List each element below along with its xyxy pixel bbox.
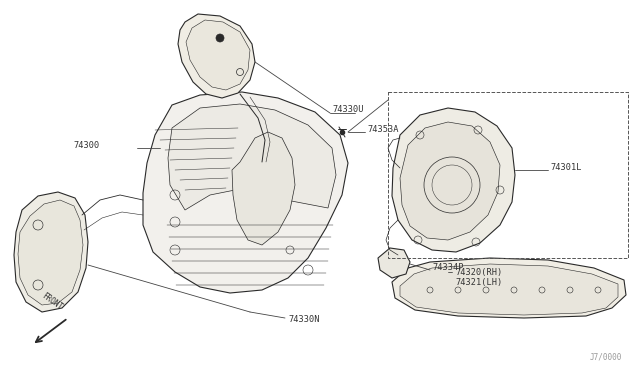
Polygon shape — [392, 108, 515, 252]
Text: 74330U: 74330U — [332, 106, 364, 115]
Text: FRONT: FRONT — [40, 291, 64, 312]
Polygon shape — [400, 122, 500, 240]
Text: 74320(RH): 74320(RH) — [455, 267, 502, 276]
Text: 74330N: 74330N — [288, 315, 319, 324]
Polygon shape — [143, 92, 348, 293]
Polygon shape — [178, 14, 255, 98]
Text: 74334P: 74334P — [432, 263, 463, 273]
Text: 74300: 74300 — [74, 141, 100, 151]
Text: J7/0000: J7/0000 — [589, 353, 622, 362]
Polygon shape — [186, 20, 250, 90]
Text: 74353A: 74353A — [367, 125, 399, 135]
Polygon shape — [232, 132, 295, 245]
Polygon shape — [400, 264, 618, 315]
Text: 74301L: 74301L — [550, 164, 582, 173]
Circle shape — [216, 34, 224, 42]
Polygon shape — [14, 192, 88, 312]
Polygon shape — [378, 248, 410, 278]
Text: 74321(LH): 74321(LH) — [455, 279, 502, 288]
Polygon shape — [168, 104, 336, 210]
Polygon shape — [18, 200, 83, 305]
Polygon shape — [392, 258, 626, 318]
